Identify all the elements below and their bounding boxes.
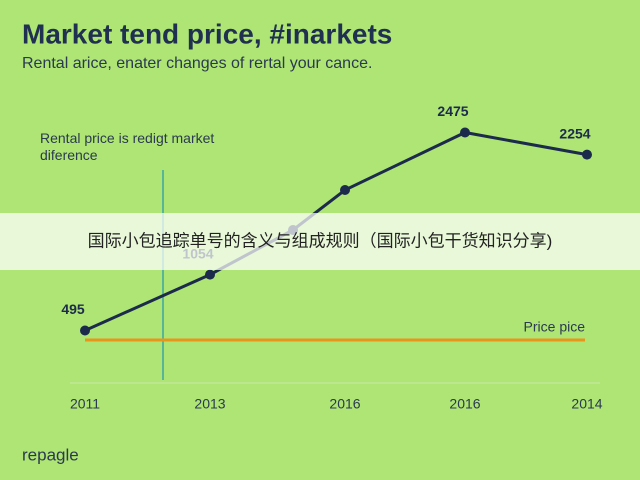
chart-subtitle: Rental arice, enater changes of rertal y… [22,55,372,72]
banner-bg [0,213,640,270]
x-tick-label: 2013 [194,396,225,412]
x-tick-label: 2016 [449,396,480,412]
point [80,325,90,336]
x-tick-label: 2011 [70,396,100,412]
x-tick-label: 2016 [329,396,360,412]
footer: repagle [22,445,79,464]
annotation: Rental price is redigt market diference [40,130,215,163]
value-label: 2254 [559,125,590,141]
annotation-box: Rental price is redigt market diference [40,130,215,163]
value-label: 2475 [437,103,468,119]
point [340,185,350,195]
series-line [84,130,588,332]
x-tick-label: 2014 [571,396,602,412]
value-label: 495 [61,301,85,317]
chart-title: Market tend price, #inarkets [22,18,392,49]
point [205,269,215,280]
banner-text: 国际小包追踪单号的含义与组成规则（国际小包干货知识分享) [88,231,553,250]
point [460,127,470,138]
point [582,149,592,160]
reference-label: Price pice [524,319,586,335]
